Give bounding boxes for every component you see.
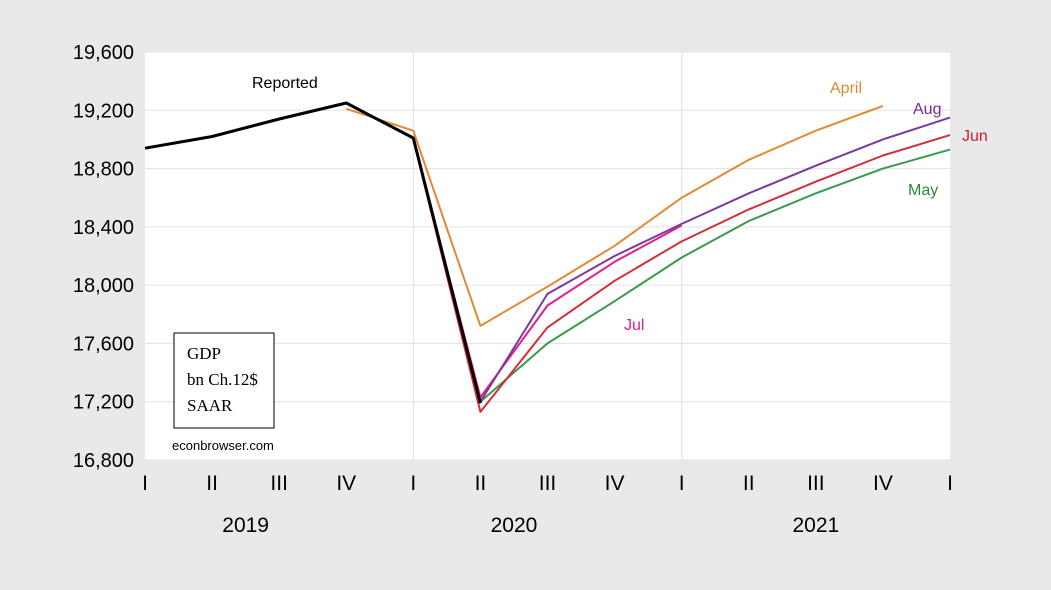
y-tick-label: 19,200 xyxy=(73,100,134,122)
series-lines xyxy=(144,101,951,413)
x-tick-label: I xyxy=(410,472,416,495)
source-credit: econbrowser.com xyxy=(172,438,274,453)
x-tick-label: III xyxy=(270,472,288,495)
axes: 16,800 17,200 17,600 18,000 18,400 18,800 19,2… xyxy=(73,42,953,537)
info-box-units: bn Ch.12$ xyxy=(187,370,258,389)
series-label-may: May xyxy=(908,182,938,199)
info-box-saar: SAAR xyxy=(187,396,233,415)
series-line-aug xyxy=(412,116,951,403)
series-line-jun xyxy=(412,134,951,413)
x-tick-label: I xyxy=(679,472,685,495)
x-tick-label: II xyxy=(206,472,218,495)
x-tick-label: II xyxy=(475,472,487,495)
y-tick-label: 16,800 xyxy=(73,450,134,472)
y-tick-label: 18,800 xyxy=(73,159,134,181)
y-tick-label: 17,600 xyxy=(73,333,134,355)
x-tick-label: I xyxy=(947,472,953,495)
x-tick-label: IV xyxy=(336,472,356,495)
series-label-aug: Aug xyxy=(913,101,941,118)
x-tick-label: II xyxy=(743,472,755,495)
series-label-jun: Jun xyxy=(962,128,988,145)
series-line-april xyxy=(345,104,884,327)
info-box xyxy=(173,332,275,429)
y-tick-label: 18,000 xyxy=(73,275,134,297)
series-line-reported xyxy=(144,101,482,404)
series-label-april: April xyxy=(830,80,862,97)
info-box-gdp: GDP xyxy=(187,344,221,363)
year-label: 2021 xyxy=(792,514,839,537)
y-tick-label: 18,400 xyxy=(73,217,134,239)
y-tick-label: 17,200 xyxy=(73,392,134,414)
y-tick-label: 19,600 xyxy=(73,42,134,64)
x-tick-label: I xyxy=(142,472,148,495)
series-label-reported: Reported xyxy=(252,75,318,92)
series-label-jul: Jul xyxy=(624,317,644,334)
x-tick-label: IV xyxy=(605,472,625,495)
x-tick-label: III xyxy=(539,472,557,495)
year-label: 2020 xyxy=(491,514,538,537)
x-tick-label: III xyxy=(807,472,825,495)
x-tick-label: IV xyxy=(873,472,893,495)
year-label: 2019 xyxy=(222,514,269,537)
